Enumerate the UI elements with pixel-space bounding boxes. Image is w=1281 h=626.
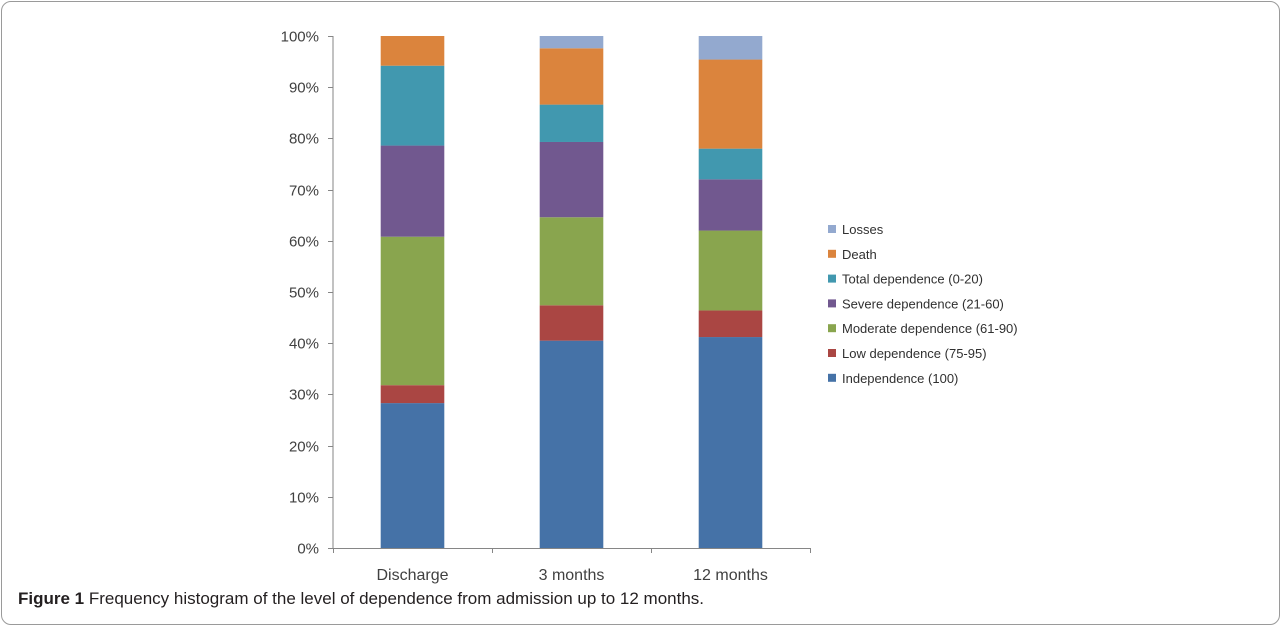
y-tick-label: 40% — [289, 336, 319, 353]
bar-segment — [698, 36, 763, 60]
y-tick-label: 0% — [297, 541, 319, 558]
legend-label: Total dependence (0-20) — [842, 272, 983, 287]
caption-text: Frequency histogram of the level of depe… — [84, 589, 705, 608]
bar-segment — [698, 59, 763, 149]
bar-segment — [698, 148, 763, 180]
legend-label: Moderate dependence (61-90) — [842, 321, 1018, 336]
y-tick-label: 80% — [289, 131, 319, 148]
legend-label: Low dependence (75-95) — [842, 346, 987, 361]
bar-segment — [698, 310, 763, 338]
bar-segment — [380, 403, 445, 548]
bar-segment — [380, 385, 445, 404]
y-tick-label: 60% — [289, 234, 319, 251]
legend-label: Death — [842, 247, 877, 262]
bars — [380, 36, 763, 548]
y-tick-label: 20% — [289, 439, 319, 456]
caption-label: Figure 1 — [18, 589, 85, 608]
bar-segment — [539, 217, 604, 306]
legend-swatch — [828, 349, 836, 357]
legend-swatch — [828, 299, 836, 308]
y-tick-label: 90% — [289, 80, 319, 97]
legend-label: Independence (100) — [842, 371, 958, 386]
bar-segment — [698, 179, 763, 231]
x-category-label: Discharge — [376, 567, 448, 584]
figure-caption: Figure 1 Frequency histogram of the leve… — [18, 589, 704, 609]
bar-segment — [698, 230, 763, 311]
legend: Losses Death Total dependence (0-20) Severe… — [828, 222, 1018, 386]
legend-swatch — [828, 225, 836, 233]
bar-segment — [380, 65, 445, 146]
bar-segment — [539, 48, 604, 105]
bar-segment — [380, 36, 445, 66]
legend-swatch — [828, 249, 836, 258]
bar-segment — [539, 141, 604, 218]
legend-label: Losses — [842, 222, 884, 237]
y-tick-label: 100% — [281, 29, 319, 46]
y-tick-label: 10% — [289, 490, 319, 507]
y-tick-label: 50% — [289, 285, 319, 302]
bar-segment — [380, 236, 445, 386]
x-category-label: 12 months — [693, 567, 768, 584]
legend-label: Severe dependence (21-60) — [842, 296, 1004, 311]
y-tick-label: 30% — [289, 387, 319, 404]
bar-segment — [539, 36, 604, 49]
legend-swatch — [828, 274, 836, 283]
bar-segment — [539, 305, 604, 341]
legend-swatch — [828, 373, 836, 382]
legend-swatch — [828, 324, 836, 333]
bar-segment — [698, 337, 763, 548]
bar-segment — [539, 104, 604, 142]
x-category-label: 3 months — [539, 567, 605, 584]
bar-segment — [380, 145, 445, 237]
y-axis: 0% 10% 20% 30% 40% 50% 60% 70% 80% 90% 100% — [281, 29, 334, 558]
x-axis: Discharge 3 months 12 months — [333, 548, 811, 584]
bar-segment — [539, 340, 604, 548]
y-tick-label: 70% — [289, 183, 319, 200]
